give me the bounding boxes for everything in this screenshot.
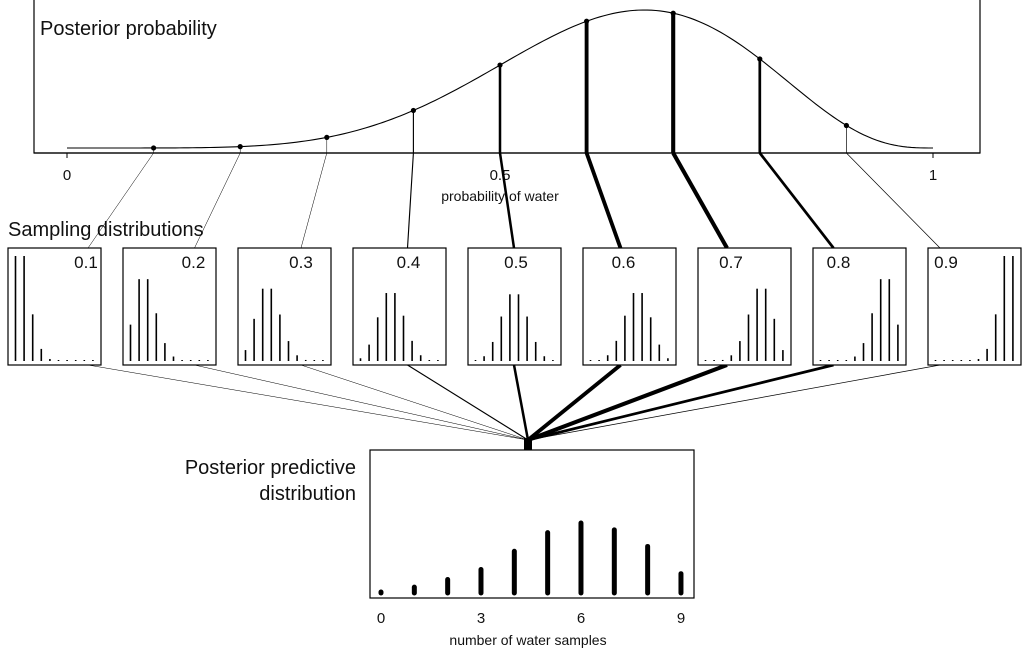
pred-tick-9: 9: [677, 610, 685, 627]
link-to-predictive: [407, 364, 529, 441]
sampling-panel-0.9: [927, 247, 1022, 366]
tick-label-1: 1: [929, 167, 937, 184]
link-to-predictive: [527, 364, 941, 441]
posterior-point: [584, 18, 590, 24]
link-to-predictive: [527, 363, 834, 442]
sampling-panel-0.5: [467, 247, 562, 366]
sampling-panel-0.3: [237, 247, 332, 366]
sampling-panel-label: 0.8: [827, 253, 851, 272]
sampling-panels: 0.1 0.2 0.3 0.4 0.5 0.6 0.7 0.8 0.9: [7, 151, 1022, 450]
tick-label-0.5: 0.5: [490, 167, 511, 184]
sampling-panel-label: 0.4: [397, 253, 421, 272]
posterior-point: [843, 122, 850, 129]
link-to-sampling-0.1: [87, 152, 154, 249]
predictive-xlabel: number of water samples: [449, 632, 606, 648]
sampling-panel-label: 0.2: [182, 253, 206, 272]
posterior-point: [237, 144, 243, 150]
link-to-sampling-0.5: [498, 152, 516, 249]
predictive-title-2: distribution: [259, 483, 356, 505]
link-to-sampling-0.6: [584, 152, 623, 249]
posterior-point: [151, 145, 157, 151]
link-to-sampling-0.3: [300, 152, 328, 249]
posterior-point: [497, 62, 503, 68]
sampling-panel-label: 0.6: [612, 253, 636, 272]
sampling-panel-label: 0.9: [934, 253, 958, 272]
sampling-panel-0.7: [697, 247, 792, 366]
link-to-sampling-0.7: [671, 151, 729, 250]
link-to-sampling-0.2: [194, 152, 241, 249]
sampling-panel-0.6: [582, 247, 677, 366]
posterior-xlabel: probability of water: [441, 188, 559, 204]
predictive-trunk: [524, 438, 532, 450]
posterior-title: Posterior probability: [40, 18, 217, 40]
posterior-point: [324, 134, 330, 140]
sampling-panel-label: 0.7: [719, 253, 743, 272]
posterior-panel: Posterior probability 0 0.5 1 probabilit…: [33, 0, 981, 204]
link-to-sampling-0.9: [846, 152, 941, 249]
predictive-title-1: Posterior predictive: [185, 457, 356, 479]
pred-tick-3: 3: [477, 610, 485, 627]
link-to-predictive: [512, 364, 530, 441]
sampling-panel-label: 0.3: [289, 253, 313, 272]
sampling-panel-label: 0.5: [504, 253, 528, 272]
link-to-predictive: [527, 363, 728, 442]
sampling-title: Sampling distributions: [8, 219, 204, 241]
pred-tick-0: 0: [377, 610, 385, 627]
link-to-predictive: [194, 364, 529, 441]
predictive-panel: Posterior predictive distribution 0 3 6 …: [185, 449, 695, 648]
posterior-point: [757, 56, 763, 62]
predictive-frame: [369, 449, 695, 599]
posterior-point: [670, 10, 676, 16]
link-to-predictive: [300, 364, 529, 441]
posterior-point: [410, 107, 416, 114]
sampling-panel-label: 0.1: [74, 253, 98, 272]
pred-tick-6: 6: [577, 610, 585, 627]
tick-label-0: 0: [63, 167, 71, 184]
link-to-predictive: [526, 363, 622, 442]
link-to-sampling-0.4: [406, 152, 414, 249]
link-to-predictive: [87, 364, 529, 441]
sampling-panel-0.8: [812, 247, 907, 366]
link-to-sampling-0.8: [758, 152, 835, 249]
